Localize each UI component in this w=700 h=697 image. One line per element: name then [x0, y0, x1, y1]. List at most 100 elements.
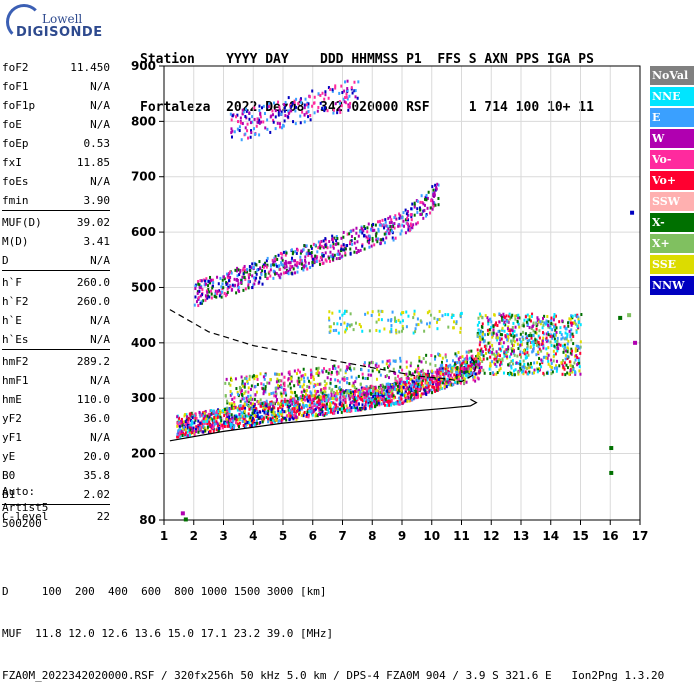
- echo-spread-cluster: [536, 361, 539, 365]
- echo-f-trace: [404, 394, 407, 398]
- echo-upper-scatter: [413, 309, 416, 313]
- echo-third-order: [313, 111, 316, 115]
- echo-f-trace: [243, 409, 246, 413]
- echo-f-trace: [244, 422, 247, 426]
- echo-f-trace: [405, 396, 408, 400]
- echo-f-spread: [319, 390, 322, 394]
- echo-spread-cluster: [480, 351, 483, 355]
- echo-f-trace: [182, 431, 185, 435]
- echo-third-order: [250, 129, 253, 133]
- echo-f-trace: [247, 412, 250, 416]
- echo-f-spread: [294, 390, 297, 394]
- echo-f-spread: [247, 390, 250, 394]
- echo-second-order: [281, 263, 284, 267]
- echo-f-spread: [445, 359, 448, 363]
- echo-f-trace: [320, 407, 323, 411]
- echo-f-trace: [176, 435, 179, 439]
- echo-f-spread: [244, 382, 247, 386]
- echo-f-spread: [463, 367, 466, 371]
- echo-isolated-point: [627, 313, 632, 318]
- echo-f-spread: [366, 392, 369, 396]
- echo-f-spread: [243, 376, 246, 380]
- echo-third-order: [283, 103, 286, 107]
- echo-f-spread: [445, 372, 448, 376]
- echo-f-trace: [296, 409, 299, 413]
- echo-f-trace: [226, 413, 229, 417]
- echo-second-order: [198, 283, 201, 287]
- echo-second-order: [423, 208, 426, 212]
- echo-f-trace: [184, 431, 187, 435]
- echo-second-order: [398, 212, 401, 216]
- echo-f-trace: [194, 416, 197, 420]
- echo-f-trace: [310, 399, 313, 403]
- echo-f-trace: [349, 403, 352, 407]
- echo-spread-cluster: [488, 350, 491, 354]
- echo-second-order: [338, 256, 341, 260]
- echo-f-spread: [381, 383, 384, 387]
- param-value: 2.02: [83, 488, 111, 501]
- echo-spread-cluster: [514, 317, 517, 321]
- echo-f-spread: [366, 377, 369, 381]
- echo-second-order: [274, 263, 277, 267]
- echo-f-trace: [288, 403, 291, 407]
- echo-f-trace: [365, 394, 368, 398]
- echo-f-spread: [253, 377, 256, 381]
- echo-third-order: [327, 96, 330, 100]
- echo-f-trace: [462, 376, 465, 380]
- echo-second-order: [302, 268, 305, 272]
- echo-f-trace: [463, 371, 466, 375]
- echo-spread-cluster: [505, 352, 508, 356]
- echo-f-spread: [233, 403, 236, 407]
- echo-spread-cluster: [505, 354, 508, 358]
- echo-f-trace: [447, 369, 450, 373]
- echo-f-trace: [305, 413, 308, 417]
- echo-f-trace: [406, 379, 409, 383]
- echo-spread-cluster: [558, 320, 561, 324]
- param-row: fmin 3.90: [2, 191, 110, 210]
- echo-second-order: [410, 225, 413, 229]
- echo-f-trace: [449, 366, 452, 370]
- echo-spread-cluster: [516, 342, 519, 346]
- echo-f-trace: [287, 408, 290, 412]
- echo-f-spread: [371, 361, 374, 365]
- echo-f-trace: [200, 413, 203, 417]
- echo-f-trace: [288, 398, 291, 402]
- echo-f-spread: [378, 387, 381, 391]
- echo-f-spread: [268, 392, 271, 396]
- echo-f-spread: [347, 366, 350, 370]
- echo-f-trace: [256, 415, 259, 419]
- echo-spread-cluster: [479, 358, 482, 362]
- echo-f-spread: [319, 396, 322, 400]
- x-tick-label: 13: [513, 529, 530, 543]
- echo-f-spread: [464, 359, 467, 363]
- echo-f-spread: [259, 372, 262, 376]
- echo-f-spread: [361, 376, 364, 380]
- echo-f-spread: [338, 386, 341, 390]
- echo-f-trace: [416, 378, 419, 382]
- echo-f-trace: [273, 412, 276, 416]
- echo-f-trace: [281, 416, 284, 420]
- echo-upper-scatter: [416, 317, 419, 321]
- echo-second-order: [201, 288, 204, 292]
- echo-third-order: [248, 111, 251, 115]
- echo-f-spread: [334, 366, 337, 370]
- echo-spread-cluster: [541, 326, 544, 330]
- echo-second-order: [380, 238, 383, 242]
- echo-spread-cluster: [550, 358, 553, 362]
- echo-f-trace: [399, 398, 402, 402]
- echo-second-order: [394, 236, 397, 240]
- echo-f-trace: [178, 416, 181, 420]
- param-row: hmF2 289.2: [2, 352, 110, 371]
- echo-spread-cluster: [502, 318, 505, 322]
- echo-second-order: [407, 225, 410, 229]
- echo-f-trace: [319, 405, 322, 409]
- echo-f-trace: [238, 421, 241, 425]
- echo-f-trace: [262, 409, 265, 413]
- echo-spread-cluster: [481, 360, 484, 364]
- echo-f-trace: [449, 369, 452, 373]
- echo-f-trace: [197, 425, 200, 429]
- echo-f-spread: [269, 378, 272, 382]
- echo-f-trace: [465, 364, 468, 368]
- echo-spread-cluster: [563, 367, 566, 371]
- echo-second-order: [398, 216, 401, 220]
